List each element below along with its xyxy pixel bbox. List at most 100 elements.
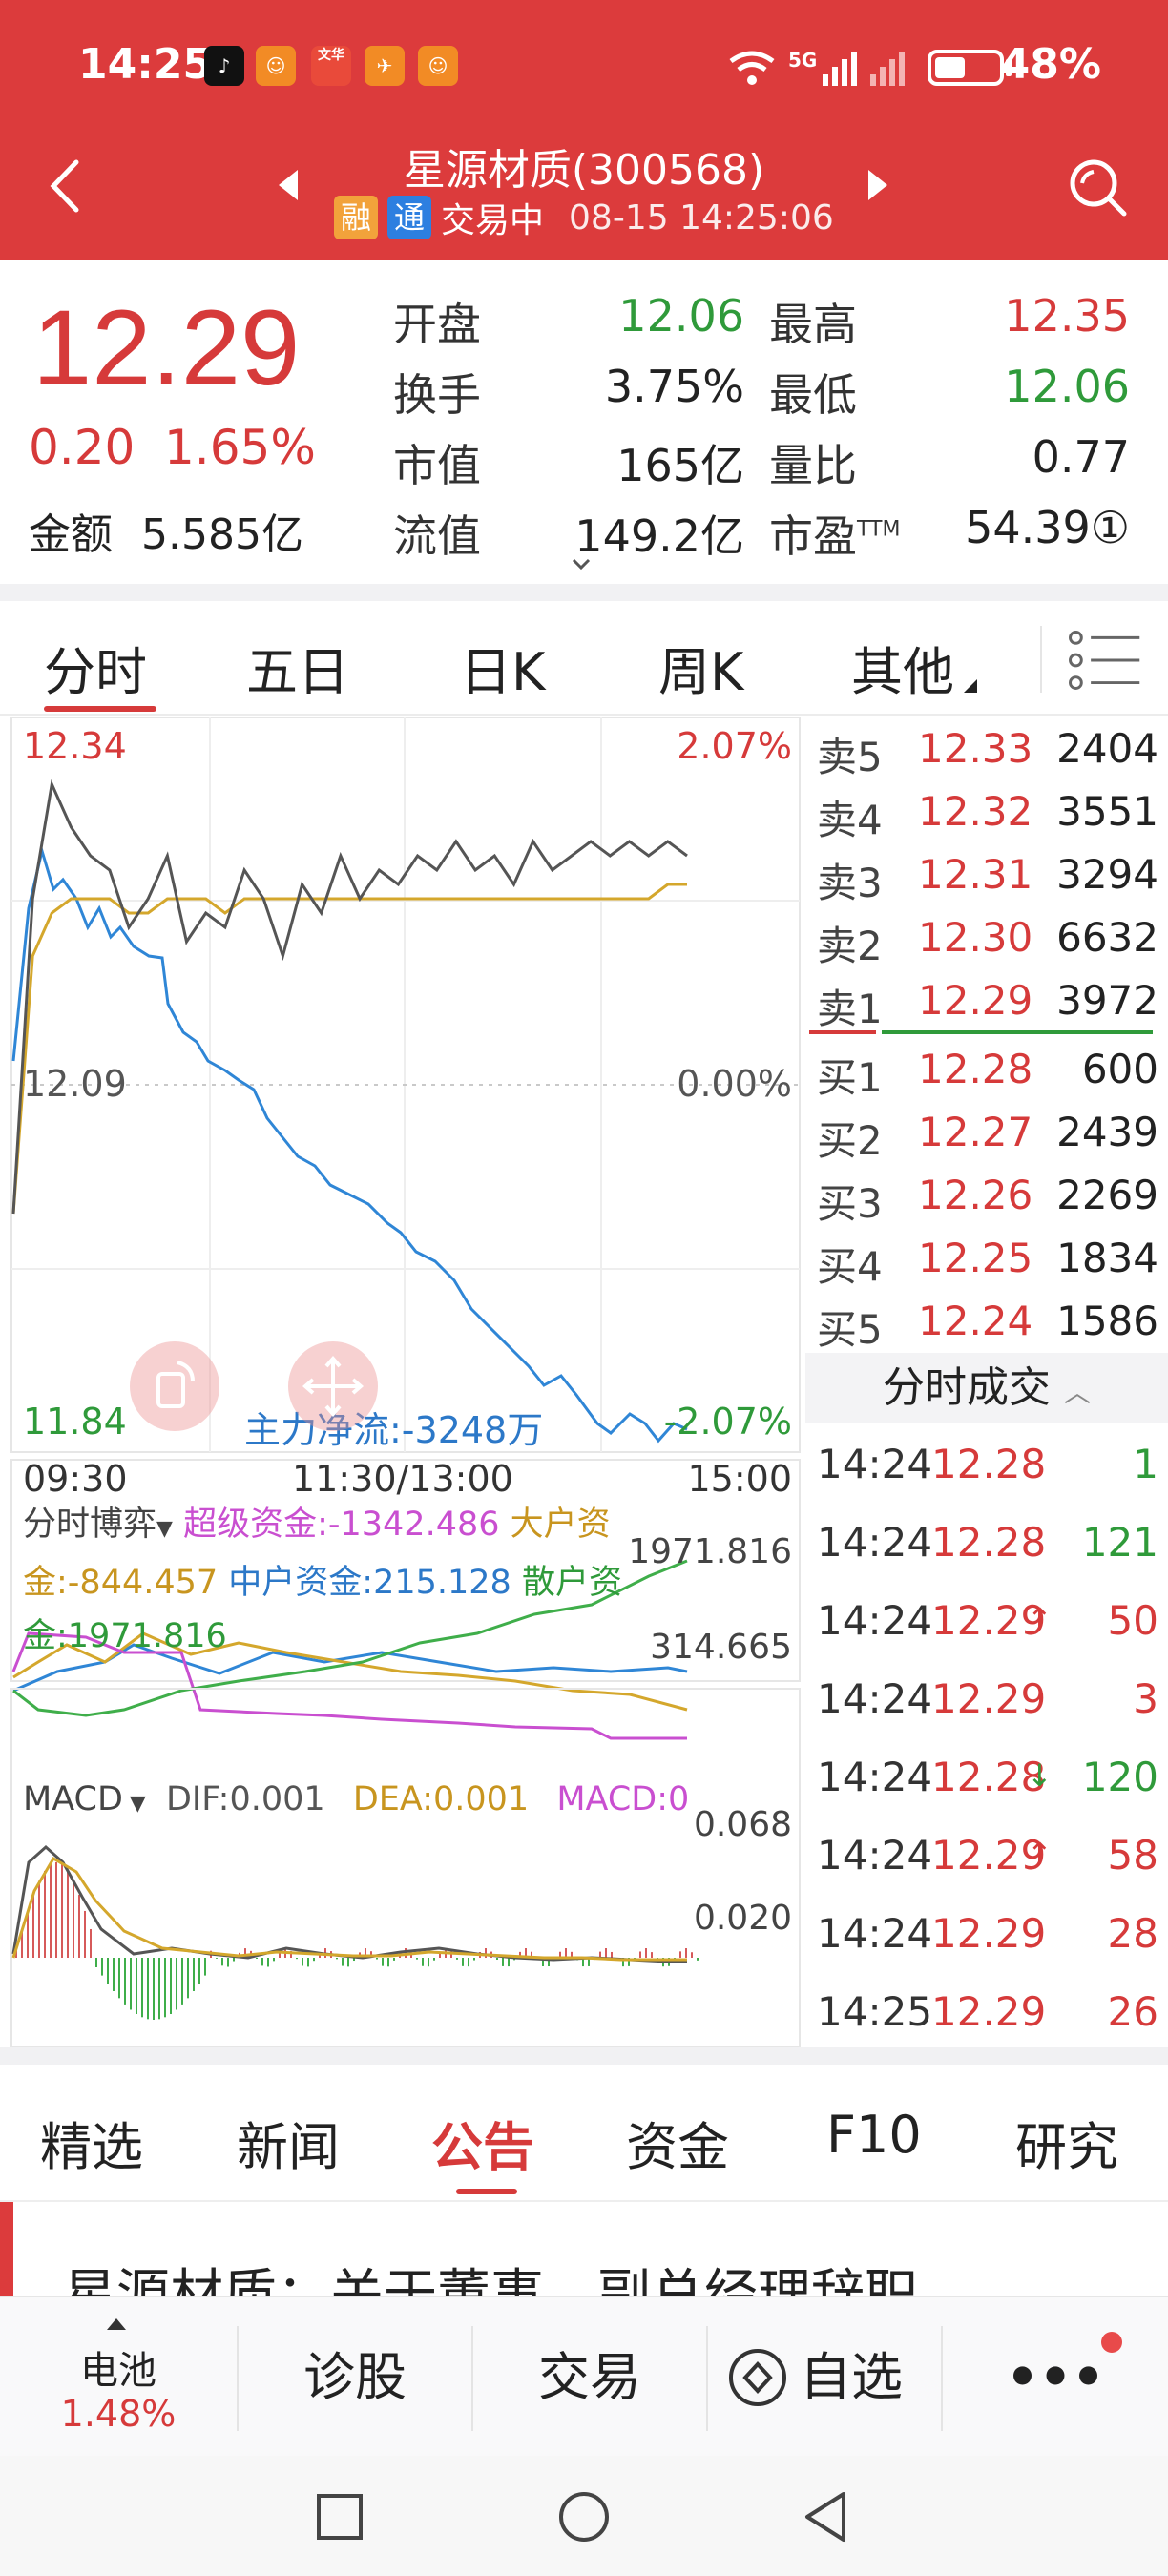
- bid-price: 12.26: [918, 1172, 1033, 1218]
- macd-bar: [73, 1880, 74, 1958]
- macd-bar: [485, 1948, 487, 1958]
- recents-icon[interactable]: [315, 2492, 365, 2542]
- macd-bar: [456, 1958, 458, 1960]
- tab-featured[interactable]: 精选: [40, 2117, 143, 2177]
- macd-bar: [118, 1958, 120, 1999]
- tab-weekly-k[interactable]: 周K: [658, 642, 744, 702]
- status-time: 14:25: [78, 40, 213, 89]
- system-nav-bar: [0, 2456, 1168, 2576]
- tick-price: 12.29: [931, 1832, 1047, 1879]
- market-cap-label: 市值: [393, 440, 481, 491]
- tick-row: 14:25 12.29 26: [805, 1975, 1158, 2053]
- macd-bar: [67, 1870, 69, 1958]
- macd-bar: [256, 1958, 258, 1960]
- search-icon[interactable]: [1065, 155, 1132, 221]
- macd-bar: [473, 1958, 475, 1961]
- macd-bar: [61, 1864, 63, 1958]
- macd-bar: [302, 1958, 303, 1966]
- macd-title[interactable]: MACD: [23, 1780, 123, 1818]
- macd-bar: [571, 1951, 573, 1958]
- move-button[interactable]: [288, 1341, 378, 1431]
- price-axis-high: 12.34: [23, 725, 127, 767]
- watchlist-button[interactable]: 自选: [708, 2297, 941, 2458]
- bid-label: 买3: [817, 1180, 883, 1227]
- bottom-separator: [706, 2326, 708, 2431]
- notification-dot: [1101, 2332, 1122, 2353]
- feishu-icon: ✈: [365, 46, 405, 86]
- volume-ratio-value: 0.77: [1032, 431, 1130, 483]
- battery-sector-button[interactable]: 电池 1.48%: [0, 2297, 237, 2458]
- low-label: 最低: [769, 369, 857, 421]
- home-icon[interactable]: [557, 2490, 611, 2544]
- amount-label: 金额: [29, 510, 113, 559]
- macd-bar: [267, 1958, 269, 1967]
- meituan-icon: ☺: [256, 46, 296, 86]
- macd-bar: [296, 1958, 298, 1960]
- triangle-up-icon: [107, 2318, 126, 2330]
- macd-bar: [153, 1958, 155, 2020]
- tab-five-day[interactable]: 五日: [246, 642, 349, 702]
- macd-bar: [548, 1958, 550, 1967]
- intraday-chart[interactable]: [0, 717, 802, 2047]
- tab-announcements[interactable]: 公告: [431, 2117, 534, 2177]
- bottom-separator: [941, 2326, 943, 2431]
- chevron-down-icon[interactable]: [571, 553, 592, 574]
- tiktok-icon: ♪: [204, 46, 244, 86]
- tab-other[interactable]: 其他: [851, 642, 954, 702]
- tick-price: 12.29: [931, 1910, 1047, 1957]
- diagnose-button[interactable]: 诊股: [303, 2347, 407, 2407]
- tab-intraday[interactable]: 分时: [44, 642, 147, 702]
- prev-stock-arrow-icon[interactable]: [279, 170, 298, 200]
- macd-bar: [313, 1958, 315, 1962]
- next-stock-arrow-icon[interactable]: [868, 170, 887, 200]
- tick-header[interactable]: 分时成交 ︿: [805, 1353, 1168, 1423]
- macd-bar: [273, 1958, 275, 1962]
- news-item[interactable]: 星源材质：关于董事、副总经理辞职: [0, 2200, 1168, 2296]
- macd-dropdown-icon[interactable]: ▼: [122, 1792, 146, 1816]
- sector-change: 1.48%: [60, 2393, 177, 2435]
- more-button[interactable]: •••: [1006, 2347, 1105, 2407]
- fund-panel-title[interactable]: 分时博弈: [23, 1506, 157, 1544]
- pe-ttm-superscript: TTM: [857, 517, 901, 542]
- macd-panel-frame: [10, 1688, 801, 2047]
- macd-bar: [204, 1958, 206, 1976]
- super-fund-label: 超级资金:-1342.486: [183, 1506, 500, 1544]
- average-price-line: [11, 883, 687, 1215]
- tab-daily-k[interactable]: 日K: [460, 642, 546, 702]
- price-change: 0.20: [29, 420, 136, 475]
- intraday-chart-area[interactable]: 12.34 12.09 11.84 2.07% 0.00% -2.07% 主力净…: [0, 717, 802, 2047]
- tab-funds[interactable]: 资金: [626, 2117, 729, 2177]
- fund-dropdown-icon[interactable]: ▼: [156, 1517, 173, 1541]
- tab-research[interactable]: 研究: [1015, 2117, 1118, 2177]
- back-nav-icon[interactable]: [802, 2490, 849, 2544]
- tick-time: 14:24: [817, 1675, 933, 1722]
- macd-bar: [101, 1958, 103, 1976]
- macd-bar: [542, 1958, 544, 1966]
- rotate-icon: [156, 1361, 195, 1408]
- tick-volume: 120: [1081, 1754, 1158, 1800]
- low-value: 12.06: [1004, 361, 1130, 412]
- macd-bar: [685, 1948, 687, 1958]
- macd-bar: [158, 1958, 160, 2020]
- macd-bar: [508, 1958, 510, 1967]
- ask-label: 卖1: [817, 986, 883, 1032]
- pe-value[interactable]: 54.39①: [965, 502, 1130, 553]
- tick-price: 12.28: [931, 1754, 1047, 1800]
- volume-ratio-label: 量比: [769, 440, 857, 491]
- ask-price: 12.33: [918, 725, 1033, 772]
- chevron-left-icon[interactable]: [38, 153, 95, 219]
- order-book[interactable]: 卖5 12.33 2404 卖4 12.32 3551 卖3 12.31 3294 卖2 12…: [805, 717, 1168, 2047]
- tick-time: 14:24: [817, 1832, 933, 1879]
- macd-bar: [353, 1958, 355, 1962]
- chart-settings-icon[interactable]: [1040, 626, 1155, 693]
- tab-news[interactable]: 新闻: [237, 2117, 340, 2177]
- news-headline[interactable]: 星源材质：关于董事、副总经理辞职: [63, 2264, 918, 2296]
- rotate-screen-button[interactable]: [130, 1341, 219, 1431]
- trade-button[interactable]: 交易: [538, 2347, 641, 2407]
- tab-f10[interactable]: F10: [826, 2105, 922, 2165]
- app-header: 14:25 ♪ ☺ 文华 ✈ ☺ 5G 48% 星源材质(300568) 融: [0, 0, 1168, 260]
- ask-row-2: 卖2 12.30 6632: [805, 906, 1158, 969]
- open-value: 12.06: [618, 290, 744, 342]
- open-label: 开盘: [393, 299, 481, 350]
- fund-legend: 分时博弈▼ 超级资金:-1342.486 大户资 金:-844.457 中户资金…: [23, 1498, 796, 1663]
